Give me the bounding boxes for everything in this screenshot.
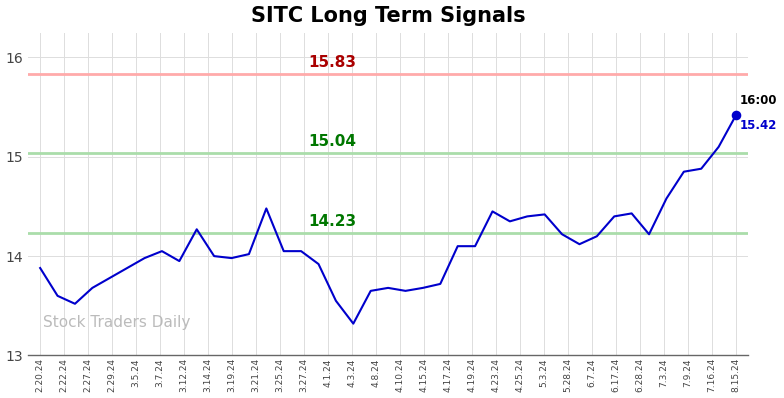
Text: Stock Traders Daily: Stock Traders Daily (42, 314, 190, 330)
Text: 15.42: 15.42 (739, 119, 777, 131)
Text: 15.04: 15.04 (308, 134, 357, 149)
Title: SITC Long Term Signals: SITC Long Term Signals (251, 6, 525, 25)
Text: 16:00: 16:00 (739, 94, 777, 107)
Point (730, 112, 742, 118)
Text: 15.83: 15.83 (308, 55, 357, 70)
Text: 14.23: 14.23 (308, 214, 357, 229)
